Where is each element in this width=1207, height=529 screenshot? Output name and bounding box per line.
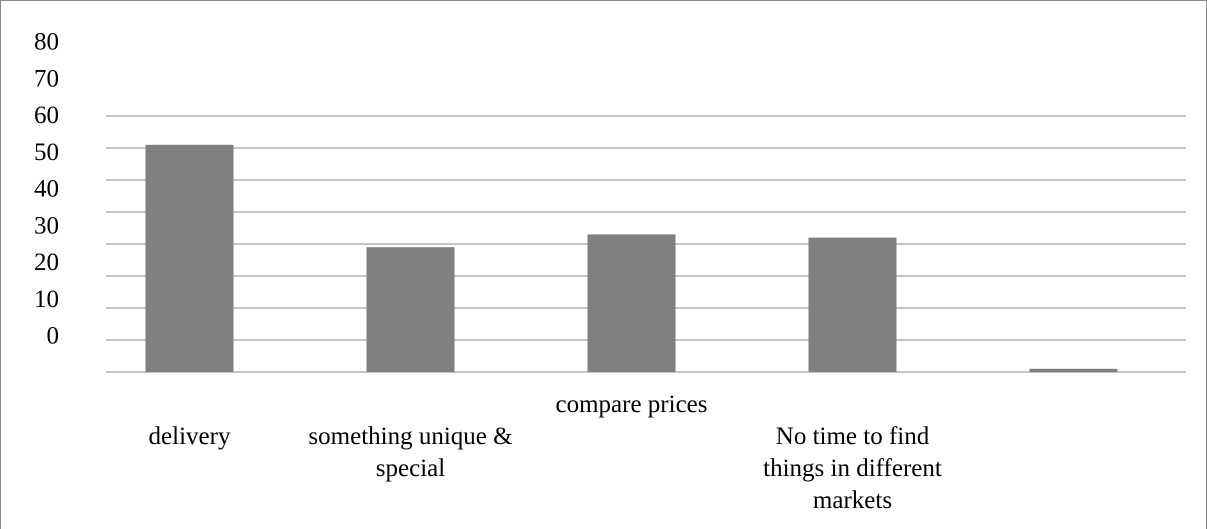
y-tick-label: 30 xyxy=(34,212,59,239)
y-tick-label: 60 xyxy=(34,102,59,129)
bar xyxy=(1029,368,1118,372)
bar xyxy=(145,144,234,372)
y-tick-label: 20 xyxy=(34,249,59,276)
y-tick-label: 0 xyxy=(47,323,60,350)
y-tick-label: 50 xyxy=(34,139,59,166)
x-tick-label: delivery xyxy=(148,423,231,450)
x-tick-label: No time to find things in different mark… xyxy=(763,423,942,514)
bar xyxy=(587,234,676,372)
bar xyxy=(808,237,897,372)
x-tick-label: something unique & special xyxy=(308,423,513,482)
bar xyxy=(366,247,455,372)
y-tick-label: 10 xyxy=(34,286,59,313)
y-tick-label: 70 xyxy=(34,65,59,92)
x-tick-label: compare prices xyxy=(555,391,708,418)
y-tick-label: 80 xyxy=(34,29,59,56)
y-tick-label: 40 xyxy=(34,176,59,203)
